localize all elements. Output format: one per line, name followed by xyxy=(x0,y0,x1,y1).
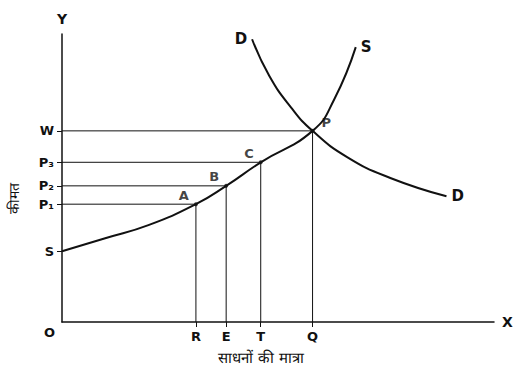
svg-text:D: D xyxy=(451,187,463,205)
svg-text:साधनों की मात्रा: साधनों की मात्रा xyxy=(218,349,305,367)
svg-text:S: S xyxy=(361,38,372,56)
svg-text:B: B xyxy=(209,169,219,184)
svg-text:Q: Q xyxy=(307,329,318,344)
svg-text:X: X xyxy=(502,314,513,330)
svg-text:O: O xyxy=(44,325,55,340)
svg-text:C: C xyxy=(244,146,254,161)
svg-text:W: W xyxy=(40,123,54,138)
svg-text:P₂: P₂ xyxy=(39,178,54,193)
svg-text:D: D xyxy=(235,30,247,48)
svg-text:Y: Y xyxy=(56,11,68,27)
svg-text:S: S xyxy=(45,244,54,259)
svg-text:P: P xyxy=(322,115,332,130)
svg-text:A: A xyxy=(179,188,189,203)
svg-text:T: T xyxy=(256,329,265,344)
svg-text:कीमत: कीमत xyxy=(6,182,22,214)
svg-text:E: E xyxy=(222,329,231,344)
svg-text:P₁: P₁ xyxy=(39,197,54,212)
svg-text:R: R xyxy=(191,329,201,344)
svg-text:P₃: P₃ xyxy=(39,155,54,170)
